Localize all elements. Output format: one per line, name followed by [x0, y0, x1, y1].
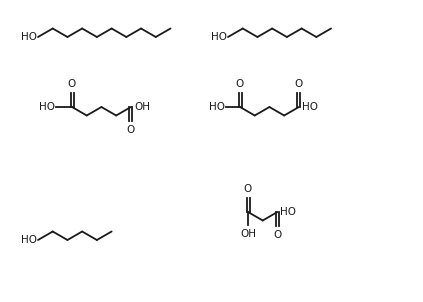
Text: O: O	[295, 79, 303, 89]
Text: O: O	[127, 125, 135, 135]
Text: HO: HO	[21, 32, 37, 42]
Text: O: O	[236, 79, 244, 89]
Text: OH: OH	[240, 229, 256, 239]
Text: HO: HO	[211, 32, 227, 42]
Text: HO: HO	[39, 102, 55, 112]
Text: O: O	[68, 79, 76, 89]
Text: HO: HO	[302, 102, 318, 112]
Text: O: O	[273, 230, 282, 240]
Text: HO: HO	[280, 207, 297, 217]
Text: HO: HO	[21, 235, 37, 245]
Text: OH: OH	[134, 102, 150, 112]
Text: HO: HO	[209, 102, 225, 112]
Text: O: O	[244, 184, 252, 194]
